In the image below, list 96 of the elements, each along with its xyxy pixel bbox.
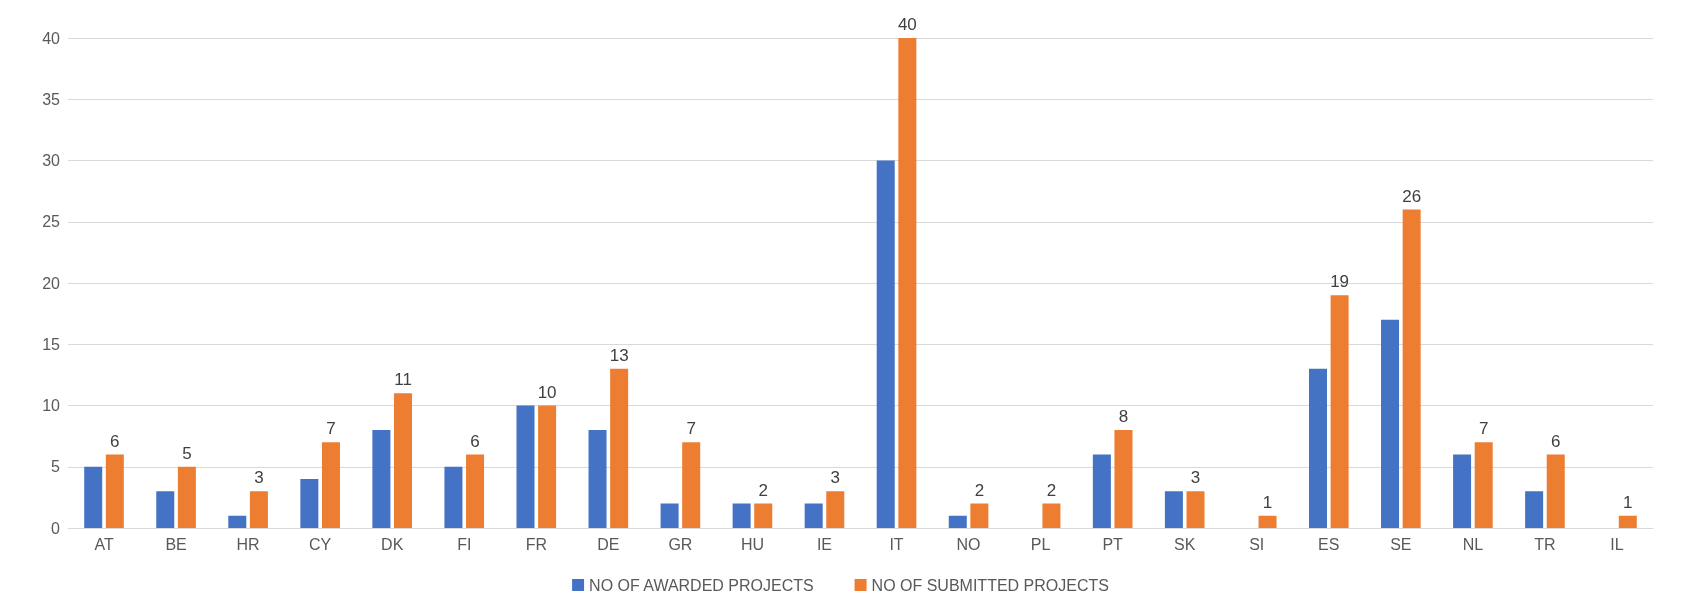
x-tick-label: PT bbox=[1102, 535, 1124, 553]
bar bbox=[898, 38, 917, 528]
data-label: 5 bbox=[182, 443, 192, 463]
x-tick-label: ES bbox=[1318, 535, 1340, 553]
bar bbox=[444, 466, 463, 528]
bar bbox=[466, 454, 485, 528]
x-tick-label: NL bbox=[1462, 535, 1484, 553]
x-tick-label: SK bbox=[1174, 535, 1196, 553]
bar bbox=[610, 368, 629, 528]
x-tick-label: FI bbox=[457, 535, 472, 553]
x-tick-label: HR bbox=[236, 535, 260, 553]
x-tick-label: SI bbox=[1249, 535, 1265, 553]
legend-label: NO OF AWARDED PROJECTS bbox=[589, 576, 814, 594]
data-label: 7 bbox=[686, 419, 696, 439]
bar bbox=[1042, 503, 1061, 528]
data-label: 40 bbox=[897, 15, 917, 34]
bar bbox=[156, 491, 175, 528]
data-label: 13 bbox=[609, 345, 629, 365]
data-label: 3 bbox=[254, 468, 264, 488]
bar bbox=[1474, 442, 1493, 528]
x-tick-label: DK bbox=[381, 535, 404, 553]
x-tick-label: TR bbox=[1534, 535, 1556, 553]
bar bbox=[1258, 515, 1277, 528]
bar bbox=[970, 503, 989, 528]
y-tick-label: 5 bbox=[51, 458, 61, 476]
x-tick-label: PL bbox=[1030, 535, 1051, 553]
y-tick-label: 30 bbox=[42, 152, 61, 169]
data-label: 6 bbox=[1551, 431, 1561, 451]
y-tick-label: 10 bbox=[42, 397, 61, 414]
data-label: 26 bbox=[1402, 186, 1422, 206]
bar bbox=[1092, 454, 1111, 528]
bar bbox=[228, 515, 247, 528]
bar bbox=[516, 405, 535, 528]
x-tick-label: IL bbox=[1610, 535, 1624, 553]
y-tick-label: 35 bbox=[42, 90, 61, 108]
data-label: 6 bbox=[470, 431, 480, 451]
bar bbox=[732, 503, 751, 528]
data-label: 3 bbox=[1190, 468, 1201, 488]
bar bbox=[682, 442, 701, 528]
bar bbox=[538, 405, 557, 528]
bar bbox=[1618, 515, 1637, 528]
data-label: 8 bbox=[1118, 407, 1129, 426]
x-tick-label: IT bbox=[889, 535, 904, 553]
bar bbox=[1330, 295, 1349, 528]
bar bbox=[177, 466, 196, 528]
data-label: 1 bbox=[1623, 492, 1633, 512]
bar bbox=[588, 430, 607, 528]
x-tick-label: DE bbox=[597, 535, 620, 553]
bar bbox=[754, 503, 773, 528]
bar bbox=[1381, 319, 1400, 528]
x-tick-label: AT bbox=[94, 535, 114, 553]
x-tick-label: NO bbox=[956, 535, 981, 553]
bar bbox=[1186, 491, 1205, 528]
bar bbox=[105, 454, 124, 528]
legend-label: NO OF SUBMITTED PROJECTS bbox=[871, 576, 1109, 594]
data-label: 2 bbox=[974, 480, 985, 500]
data-label: 3 bbox=[830, 468, 841, 488]
data-label: 7 bbox=[1478, 419, 1489, 439]
data-label: 7 bbox=[326, 419, 336, 439]
x-tick-label: BE bbox=[165, 535, 187, 553]
data-label: 10 bbox=[537, 382, 557, 402]
data-label: 19 bbox=[1330, 272, 1350, 292]
data-label: 1 bbox=[1262, 492, 1273, 512]
y-tick-label: 25 bbox=[42, 213, 61, 231]
bar bbox=[321, 442, 340, 528]
y-tick-label: 40 bbox=[42, 29, 61, 47]
x-tick-label: IE bbox=[816, 535, 833, 553]
data-label: 2 bbox=[1046, 480, 1057, 500]
bar bbox=[249, 491, 268, 528]
bar bbox=[1308, 368, 1327, 528]
x-tick-label: HU bbox=[740, 535, 764, 553]
bar bbox=[300, 479, 319, 528]
y-tick-label: 0 bbox=[51, 519, 61, 537]
data-label: 2 bbox=[758, 480, 768, 500]
bar bbox=[1402, 209, 1421, 528]
bar bbox=[1525, 491, 1544, 528]
bar bbox=[372, 430, 391, 528]
bar bbox=[84, 466, 103, 528]
bar bbox=[1453, 454, 1472, 528]
bar bbox=[876, 160, 895, 528]
y-tick-label: 20 bbox=[42, 274, 61, 292]
bar bbox=[826, 491, 845, 528]
bar bbox=[804, 503, 823, 528]
x-tick-label: GR bbox=[668, 535, 693, 553]
bar bbox=[948, 515, 967, 528]
data-label: 6 bbox=[110, 431, 120, 451]
x-tick-label: FR bbox=[525, 535, 547, 553]
data-label: 11 bbox=[394, 370, 412, 390]
bar bbox=[1546, 454, 1565, 528]
y-tick-label: 15 bbox=[42, 335, 61, 353]
bar bbox=[1114, 430, 1133, 528]
bar bbox=[660, 503, 679, 528]
bar bbox=[1164, 491, 1183, 528]
x-tick-label: CY bbox=[309, 535, 332, 553]
bar bbox=[394, 393, 413, 528]
x-tick-label: SE bbox=[1390, 535, 1412, 553]
